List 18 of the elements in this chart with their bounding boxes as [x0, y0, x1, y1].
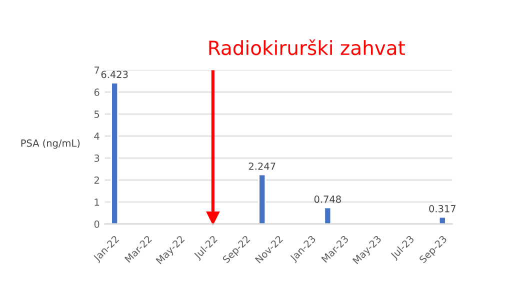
y-tick-label: 1 — [94, 198, 99, 206]
y-tick-label: 0 — [94, 220, 100, 228]
data-label: 2.247 — [248, 162, 276, 170]
bar — [438, 216, 446, 224]
y-tick-label: 7 — [94, 66, 100, 74]
bar — [110, 82, 119, 224]
data-label: 6.423 — [101, 70, 128, 78]
y-tick-label: 3 — [94, 154, 100, 162]
y-tick-label: 6 — [94, 88, 100, 96]
y-axis-title: PSA (ng/mL) — [21, 139, 80, 149]
y-tick-label: 2 — [94, 176, 99, 184]
data-label: 0.317 — [429, 205, 456, 212]
data-label: 0.748 — [314, 196, 341, 203]
y-tick-label: 5 — [94, 110, 100, 118]
bar — [324, 206, 332, 224]
bar — [258, 174, 266, 224]
y-tick-label: 4 — [94, 132, 100, 140]
ref-line-label: Radiokirurški zahvat — [209, 39, 405, 56]
